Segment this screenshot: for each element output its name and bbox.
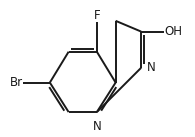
Text: N: N bbox=[92, 120, 101, 133]
Text: F: F bbox=[94, 9, 100, 22]
Text: OH: OH bbox=[164, 25, 182, 38]
Text: N: N bbox=[146, 61, 155, 74]
Text: Br: Br bbox=[10, 76, 23, 89]
